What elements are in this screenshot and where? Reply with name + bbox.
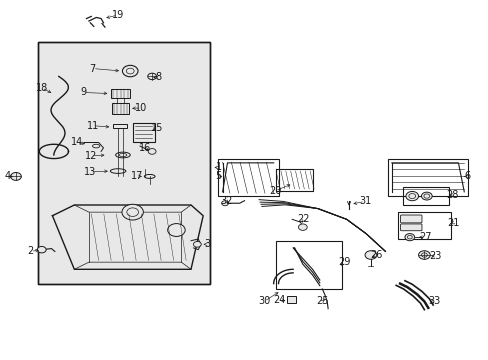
Text: 30: 30 xyxy=(257,296,269,306)
Circle shape xyxy=(193,242,201,247)
FancyBboxPatch shape xyxy=(287,296,295,303)
Circle shape xyxy=(421,192,431,200)
Ellipse shape xyxy=(144,175,155,179)
Bar xyxy=(387,158,467,196)
Text: 24: 24 xyxy=(273,295,285,305)
Ellipse shape xyxy=(92,144,100,148)
Text: 22: 22 xyxy=(297,213,309,224)
FancyBboxPatch shape xyxy=(111,89,130,98)
Text: 2: 2 xyxy=(27,247,34,256)
Text: 5: 5 xyxy=(215,171,222,181)
Bar xyxy=(132,123,154,143)
Text: 7: 7 xyxy=(89,64,96,73)
Text: 23: 23 xyxy=(428,251,440,261)
Ellipse shape xyxy=(110,169,125,174)
Bar xyxy=(217,158,278,196)
Text: 9: 9 xyxy=(80,87,86,98)
Circle shape xyxy=(122,65,138,77)
FancyBboxPatch shape xyxy=(112,103,129,114)
Text: 17: 17 xyxy=(131,171,143,181)
Bar xyxy=(276,241,341,289)
Bar xyxy=(397,212,450,239)
Text: 20: 20 xyxy=(268,186,281,196)
Circle shape xyxy=(11,172,21,180)
Text: 13: 13 xyxy=(84,167,96,177)
Text: 33: 33 xyxy=(427,296,439,306)
Circle shape xyxy=(167,224,185,237)
Text: 4: 4 xyxy=(4,171,10,181)
Text: 21: 21 xyxy=(447,218,459,228)
Text: 31: 31 xyxy=(358,197,370,206)
Text: 10: 10 xyxy=(135,103,147,113)
Text: 19: 19 xyxy=(112,10,124,20)
Circle shape xyxy=(365,251,376,259)
Circle shape xyxy=(37,247,46,253)
Bar xyxy=(38,42,210,284)
Text: 15: 15 xyxy=(150,123,163,133)
Text: 3: 3 xyxy=(204,239,210,249)
Circle shape xyxy=(418,251,429,259)
Text: 32: 32 xyxy=(220,196,232,206)
Circle shape xyxy=(221,201,228,206)
Bar xyxy=(402,187,448,205)
Circle shape xyxy=(147,73,156,80)
Circle shape xyxy=(405,192,418,201)
Text: 26: 26 xyxy=(370,250,382,260)
Text: 18: 18 xyxy=(36,83,48,93)
FancyBboxPatch shape xyxy=(400,215,421,223)
Circle shape xyxy=(298,224,306,230)
Text: 29: 29 xyxy=(337,257,349,267)
Text: 1: 1 xyxy=(216,162,222,172)
Circle shape xyxy=(122,204,143,220)
Circle shape xyxy=(148,149,156,154)
Text: 27: 27 xyxy=(418,232,431,242)
Text: 25: 25 xyxy=(315,296,328,306)
FancyBboxPatch shape xyxy=(113,124,127,128)
Text: 11: 11 xyxy=(86,121,99,131)
FancyBboxPatch shape xyxy=(400,224,421,231)
Text: 16: 16 xyxy=(139,143,151,153)
Text: 6: 6 xyxy=(463,171,469,181)
Ellipse shape xyxy=(116,152,130,158)
Text: 14: 14 xyxy=(70,138,82,148)
Text: 28: 28 xyxy=(446,190,458,200)
Circle shape xyxy=(404,234,414,241)
Text: 12: 12 xyxy=(85,151,97,161)
Bar xyxy=(38,42,210,284)
Text: 8: 8 xyxy=(155,72,161,82)
